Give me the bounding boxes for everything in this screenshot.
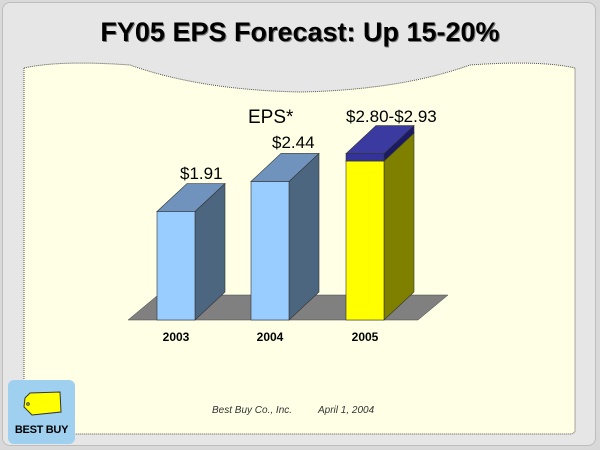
bar-2004-side: [288, 152, 320, 321]
bar-2005-front: [345, 160, 385, 321]
bar-2005-range-top: [345, 125, 415, 154]
bar-2004-top: [250, 153, 320, 182]
x-tick-label: 2003: [163, 330, 190, 344]
best-buy-logo: BEST BUY: [8, 380, 75, 444]
x-tick-label: 2004: [257, 330, 284, 344]
bar-2005-range-front: [345, 153, 385, 162]
slide-title: FY05 EPS Forecast: Up 15-20%: [100, 17, 500, 47]
footer-date: April 1, 2004: [318, 405, 375, 416]
bar-2004-front: [250, 181, 290, 321]
data-label: $1.91: [180, 164, 223, 183]
data-label: $2.44: [272, 133, 315, 152]
price-tag-icon: [23, 391, 62, 416]
bar-2005-side: [383, 132, 415, 321]
data-label: $2.80-$2.93: [346, 107, 437, 126]
footer-company: Best Buy Co., Inc.: [212, 405, 293, 416]
bar-2003-front: [156, 211, 196, 321]
x-tick-label: 2005: [352, 330, 379, 344]
bar-2003-top: [156, 183, 226, 212]
series-title: EPS*: [248, 107, 294, 128]
logo-text: BEST BUY: [14, 424, 69, 436]
